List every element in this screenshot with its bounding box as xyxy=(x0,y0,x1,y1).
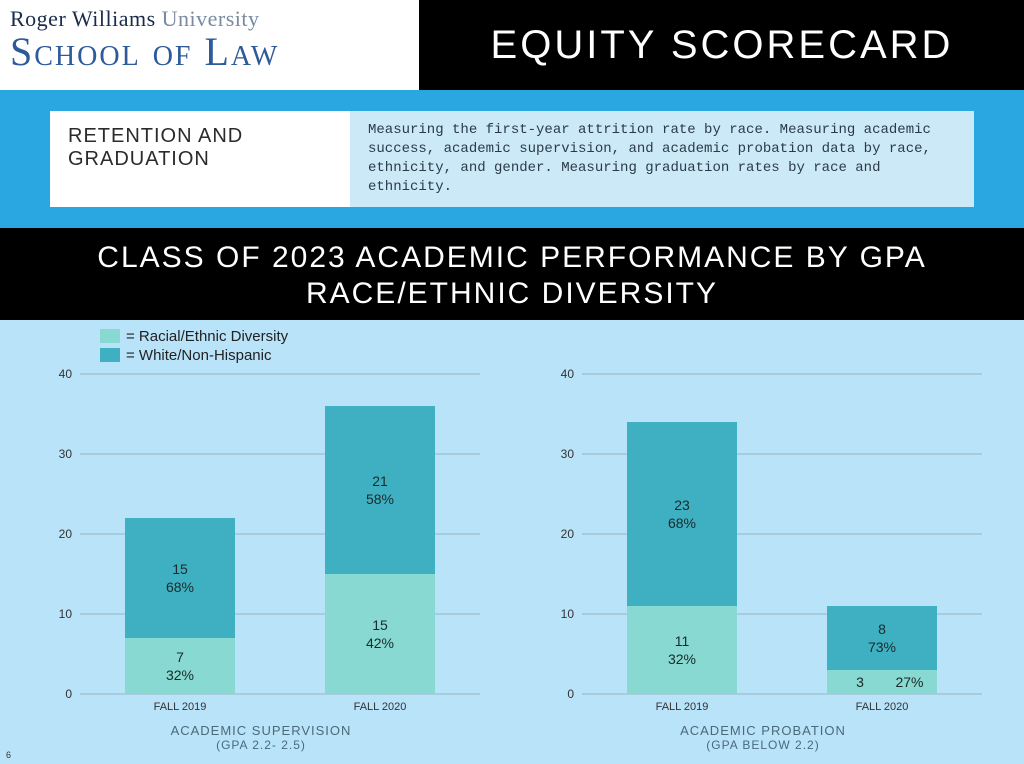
svg-text:21: 21 xyxy=(372,473,388,489)
legend-row-1: = Racial/Ethnic Diversity xyxy=(100,328,288,345)
svg-text:FALL 2019: FALL 2019 xyxy=(656,701,709,713)
chart-panel-left: = Racial/Ethnic Diversity = White/Non-Hi… xyxy=(20,330,502,752)
blue-strip-top xyxy=(0,90,1024,105)
svg-text:0: 0 xyxy=(567,687,574,701)
section-title: RETENTION AND GRADUATION xyxy=(50,111,350,207)
svg-text:FALL 2020: FALL 2020 xyxy=(856,701,909,713)
legend-row-2: = White/Non-Hispanic xyxy=(100,347,288,364)
legend-swatch-diversity xyxy=(100,329,120,343)
svg-text:42%: 42% xyxy=(366,635,394,651)
svg-text:30: 30 xyxy=(59,447,73,461)
chart-left-cap-sub: (GPA 2.2- 2.5) xyxy=(20,738,502,752)
charts-area: = Racial/Ethnic Diversity = White/Non-Hi… xyxy=(0,320,1024,752)
chart-right-cap-main: ACADEMIC PROBATION xyxy=(680,723,846,738)
svg-text:10: 10 xyxy=(59,607,73,621)
svg-text:20: 20 xyxy=(59,527,73,541)
svg-text:7: 7 xyxy=(176,649,184,665)
svg-text:FALL 2019: FALL 2019 xyxy=(154,701,207,713)
page-number: 6 xyxy=(6,750,11,760)
svg-text:8: 8 xyxy=(878,621,886,637)
svg-text:11: 11 xyxy=(675,633,690,649)
blue-strip-bottom xyxy=(0,213,1024,228)
svg-text:40: 40 xyxy=(59,367,73,381)
svg-text:FALL 2020: FALL 2020 xyxy=(354,701,407,713)
header-row: Roger Williams University School of Law … xyxy=(0,0,1024,90)
chart-left: 0 10 20 30 40 7 32% 15 68% FALL 2019 15 42% 21 58% FAL… xyxy=(20,364,500,724)
chart-left-cap-main: ACADEMIC SUPERVISION xyxy=(171,723,352,738)
legend: = Racial/Ethnic Diversity = White/Non-Hi… xyxy=(100,328,288,366)
band-title-2: RACE/ETHNIC DIVERSITY xyxy=(0,276,1024,312)
logo-univ: University xyxy=(162,6,260,31)
svg-text:32%: 32% xyxy=(166,667,194,683)
chart-right-cap-sub: (GPA BELOW 2.2) xyxy=(522,738,1004,752)
svg-text:3: 3 xyxy=(856,674,864,690)
main-title: EQUITY SCORECARD xyxy=(491,23,954,68)
svg-text:32%: 32% xyxy=(668,651,696,667)
svg-text:23: 23 xyxy=(674,497,690,513)
svg-text:20: 20 xyxy=(561,527,575,541)
legend-label-1: = Racial/Ethnic Diversity xyxy=(126,328,288,345)
university-logo: Roger Williams University School of Law xyxy=(0,0,420,90)
legend-swatch-white xyxy=(100,348,120,362)
svg-text:58%: 58% xyxy=(366,491,394,507)
svg-text:73%: 73% xyxy=(868,639,896,655)
legend-label-2: = White/Non-Hispanic xyxy=(126,347,271,364)
svg-text:68%: 68% xyxy=(166,579,194,595)
svg-text:27%: 27% xyxy=(895,674,923,690)
section-row: RETENTION AND GRADUATION Measuring the f… xyxy=(0,105,1024,213)
logo-name: Roger Williams xyxy=(10,6,156,31)
svg-text:15: 15 xyxy=(172,561,188,577)
section-description: Measuring the first-year attrition rate … xyxy=(350,111,974,207)
svg-text:40: 40 xyxy=(561,367,575,381)
chart-right: 0 10 20 30 40 11 32% 23 68% FALL 2019 3 27% 8 73% FALL… xyxy=(522,364,1002,724)
chart-panel-right: 0 10 20 30 40 11 32% 23 68% FALL 2019 3 27% 8 73% FALL… xyxy=(522,330,1004,752)
svg-text:10: 10 xyxy=(561,607,575,621)
logo-line-2: School of Law xyxy=(10,32,409,72)
svg-text:0: 0 xyxy=(65,687,72,701)
chart-right-svg-wrap: 0 10 20 30 40 11 32% 23 68% FALL 2019 3 27% 8 73% FALL… xyxy=(522,364,1004,729)
chart-title-band: CLASS OF 2023 ACADEMIC PERFORMANCE BY GP… xyxy=(0,228,1024,320)
chart-left-svg-wrap: 0 10 20 30 40 7 32% 15 68% FALL 2019 15 42% 21 58% FAL… xyxy=(20,364,502,729)
svg-text:68%: 68% xyxy=(668,515,696,531)
svg-text:15: 15 xyxy=(372,617,388,633)
title-block: EQUITY SCORECARD xyxy=(420,0,1024,90)
svg-text:30: 30 xyxy=(561,447,575,461)
band-title-1: CLASS OF 2023 ACADEMIC PERFORMANCE BY GP… xyxy=(0,240,1024,276)
